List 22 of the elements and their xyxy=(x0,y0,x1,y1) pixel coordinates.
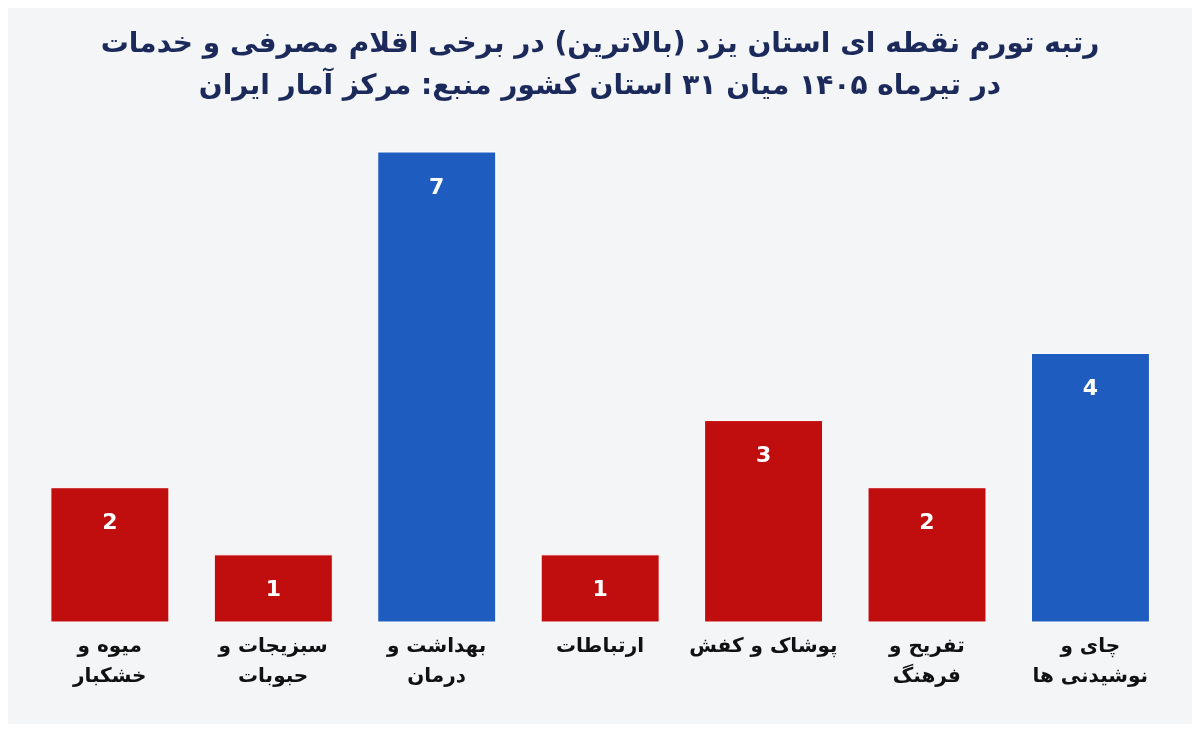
x-tick-label: ارتباطات xyxy=(556,633,644,657)
x-tick-label: پوشاک و کفش xyxy=(689,633,838,658)
x-tick-label: میوه و خشکبار xyxy=(71,633,147,687)
x-tick-label: چای و نوشیدنی ها xyxy=(1032,633,1149,687)
x-tick-label: بهداشت و درمان xyxy=(385,633,487,687)
bar xyxy=(540,554,660,623)
data-label: 7 xyxy=(429,173,445,199)
x-tick-label: سبزیجات و حبوبات xyxy=(217,633,328,687)
data-label: 2 xyxy=(102,509,118,535)
bar xyxy=(704,420,824,623)
data-label: 1 xyxy=(265,576,281,602)
data-label: 3 xyxy=(755,442,772,468)
chart-title: رتبه تورم نقطه ای استان یزد (بالاترین) در برخی اقلام مصرفی و خدمات در تیرماه ۱۴۰۵ میان ۳۱ استان کشور منبع: مرکز آمار ایران xyxy=(99,25,1101,103)
data-label: 1 xyxy=(592,576,608,602)
x-tick-label: تفریح و فرهنگ xyxy=(888,633,965,687)
bar xyxy=(213,554,333,623)
bar xyxy=(50,487,170,623)
bar xyxy=(867,487,987,623)
bar xyxy=(377,151,497,623)
data-label: 2 xyxy=(919,509,935,535)
data-label: 4 xyxy=(1082,375,1099,401)
bar xyxy=(1030,352,1150,623)
